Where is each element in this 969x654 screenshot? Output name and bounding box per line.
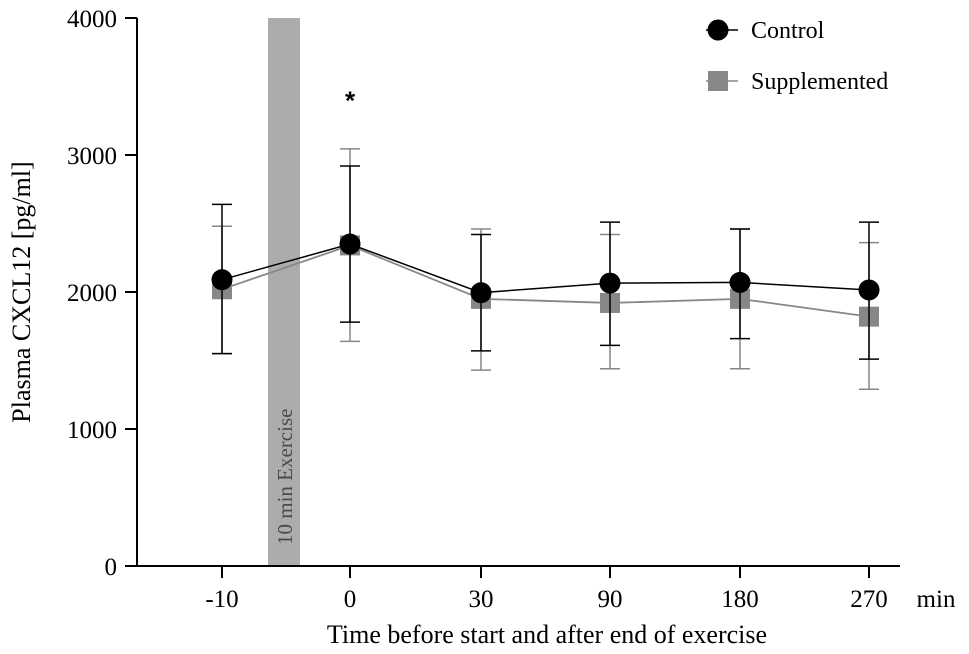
x-tick-label: 30 <box>469 586 494 613</box>
x-tick-label: 270 <box>850 586 888 613</box>
y-tick-label: 3000 <box>67 143 117 170</box>
exercise-band-label: 10 min Exercise <box>273 409 297 545</box>
data-point <box>729 271 751 293</box>
series-line <box>221 244 870 318</box>
exercise-band <box>268 18 300 566</box>
data-point <box>470 282 492 304</box>
legend-supplemented-marker <box>708 71 728 91</box>
series-line <box>221 243 870 294</box>
data-point <box>599 272 621 294</box>
x-unit-label: min <box>917 586 956 613</box>
legend-control-marker <box>707 19 729 41</box>
x-tick-label: 90 <box>598 586 623 613</box>
y-ticks: 0 1000 2000 3000 4000 <box>67 6 137 581</box>
series-supplemented <box>212 148 879 391</box>
y-tick-label: 4000 <box>67 6 117 33</box>
series-control <box>211 165 880 360</box>
data-point <box>339 233 361 255</box>
significance-marker: * <box>345 85 356 115</box>
x-tick-label: -10 <box>205 586 238 613</box>
y-tick-label: 1000 <box>67 417 117 444</box>
y-axis-title: Plasma CXCL12 [pg/ml] <box>7 161 36 422</box>
x-tick-label: 180 <box>721 586 759 613</box>
data-point <box>858 279 880 301</box>
data-point <box>211 269 233 291</box>
x-axis-title: Time before start and after end of exerc… <box>327 620 767 649</box>
legend-control-label: Control <box>751 18 825 44</box>
plot-area: * <box>211 85 880 391</box>
legend: Control Supplemented <box>706 18 888 95</box>
x-ticks: -10 0 30 90 180 270 <box>205 566 888 613</box>
x-tick-label: 0 <box>344 586 357 613</box>
y-tick-label: 0 <box>105 554 118 581</box>
y-tick-label: 2000 <box>67 280 117 307</box>
legend-supplemented-label: Supplemented <box>751 69 888 95</box>
